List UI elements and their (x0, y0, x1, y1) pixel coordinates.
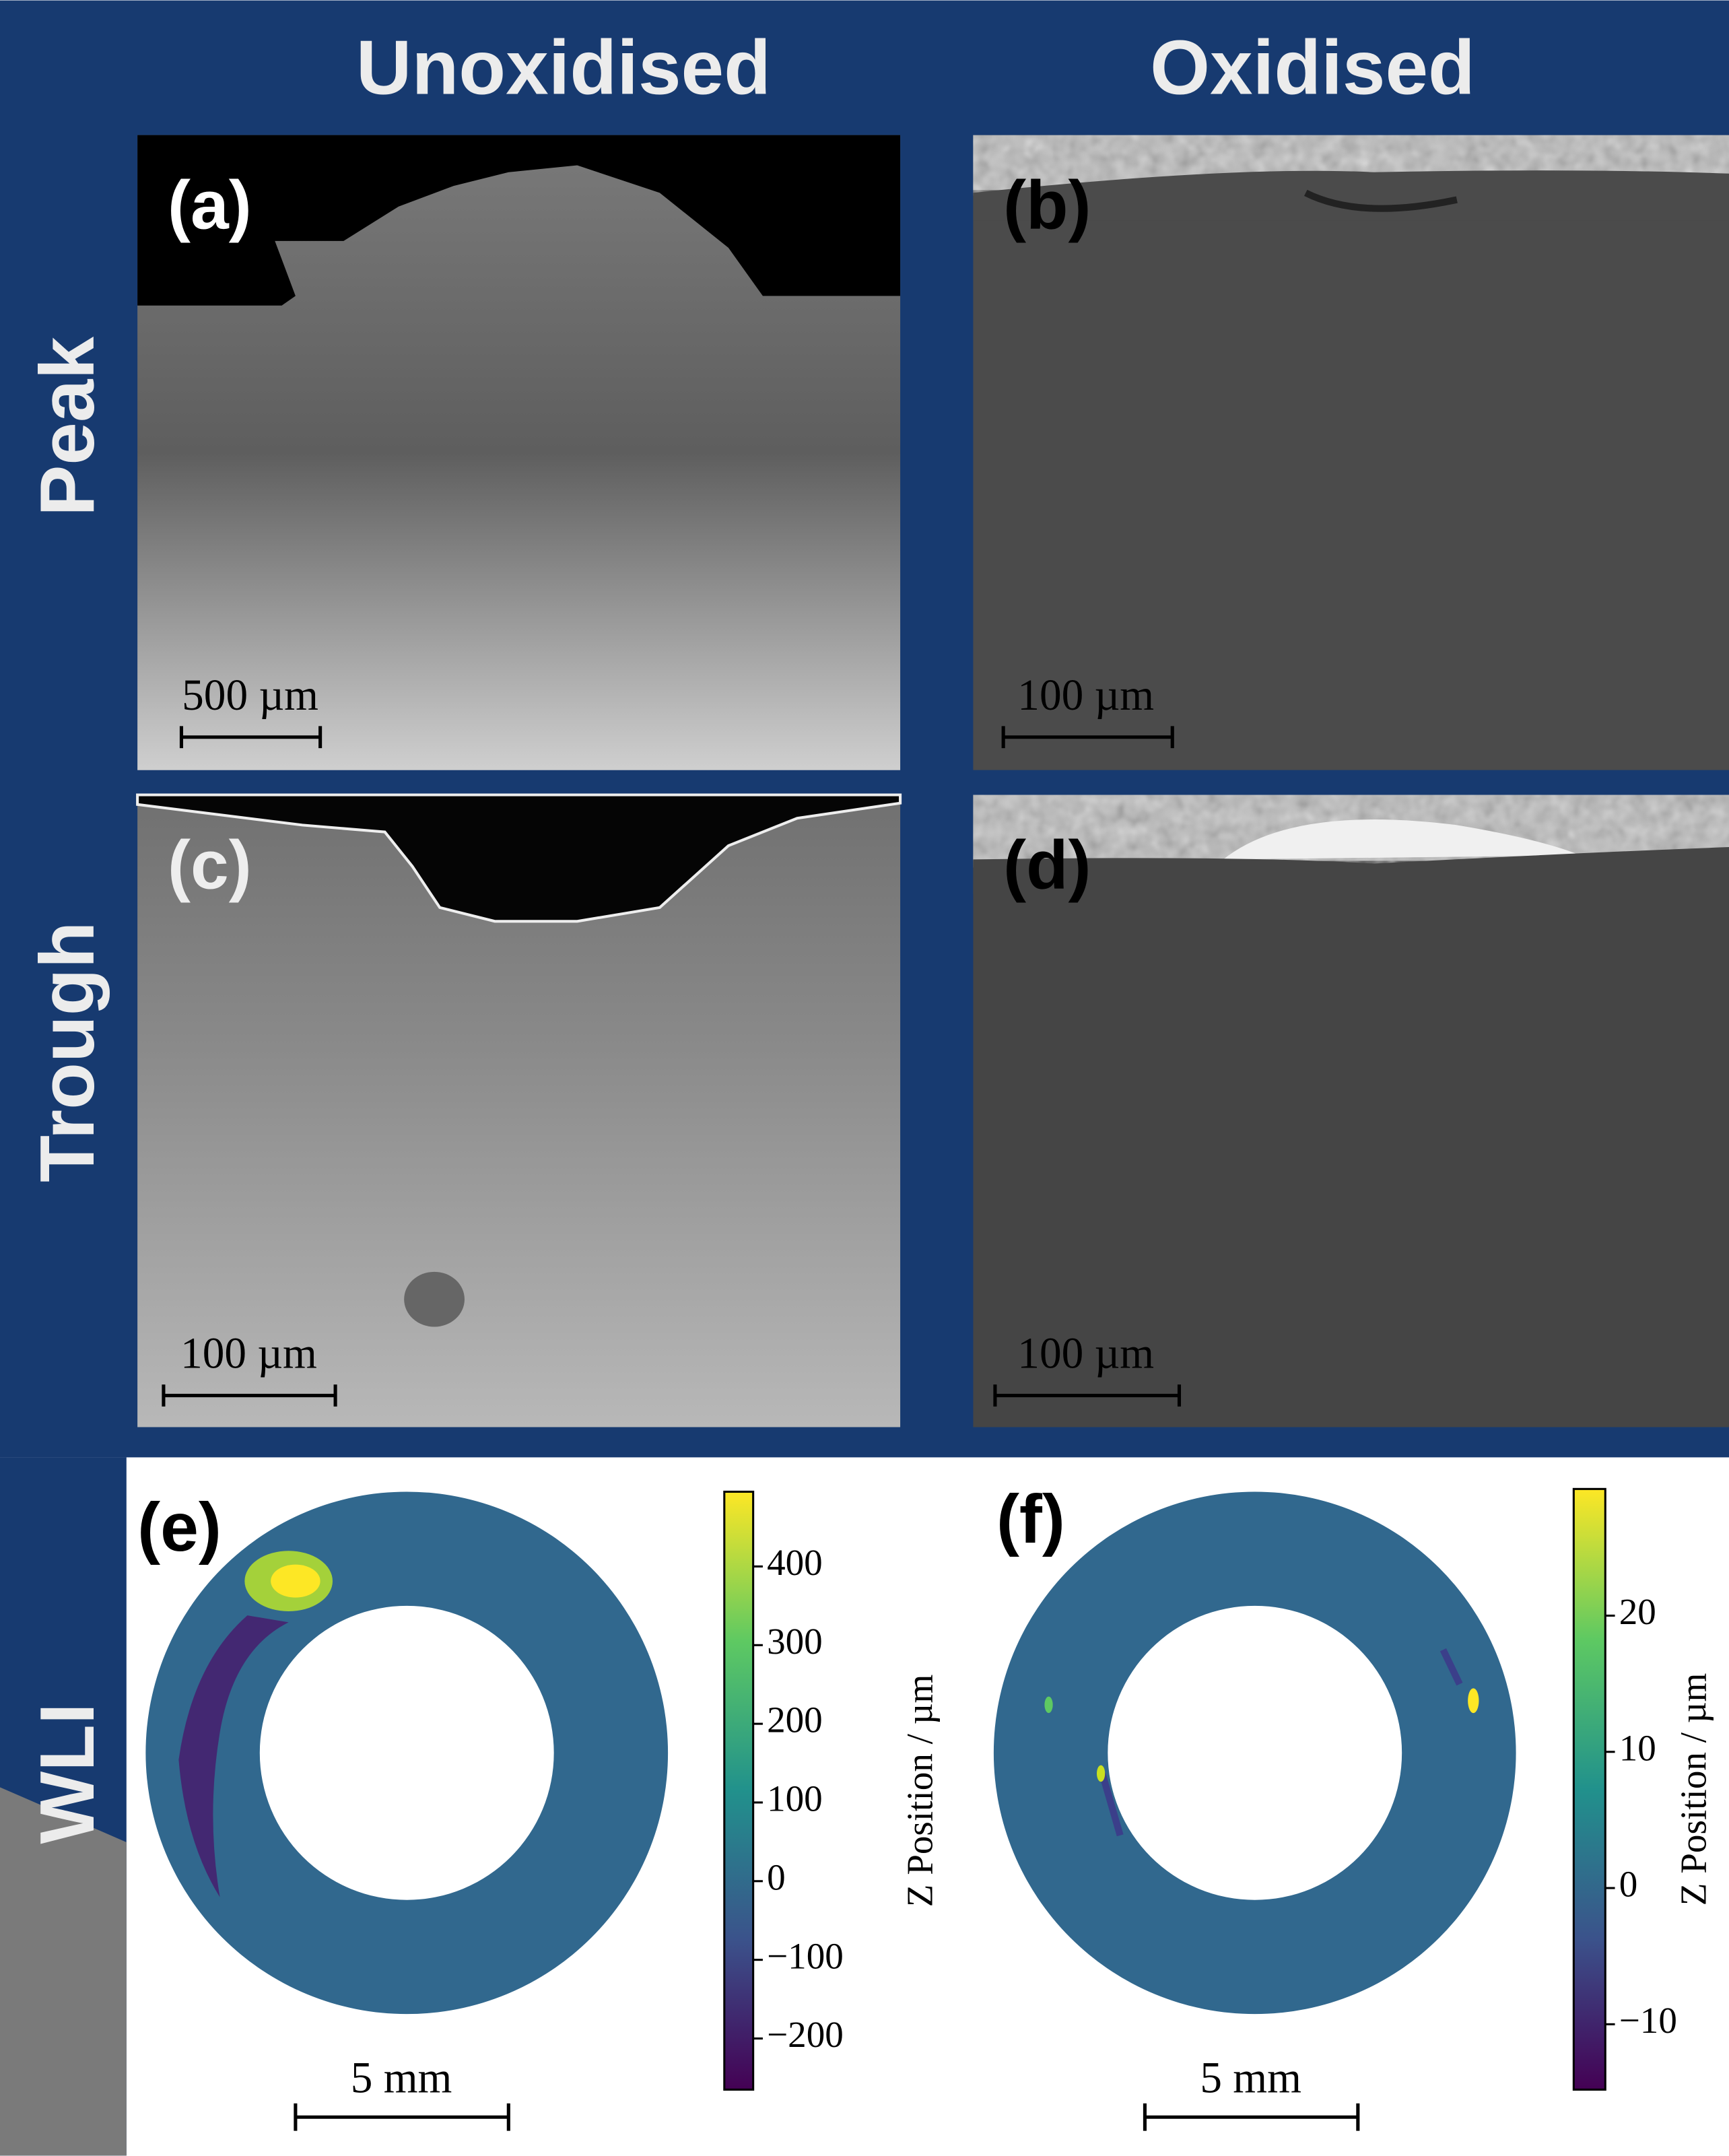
scale-bar-label: 5 mm (1200, 2054, 1301, 2103)
colorbar (724, 1491, 753, 2089)
wli-map (994, 1491, 1516, 2014)
panel-label: (c) (168, 826, 252, 903)
figure: Unoxidised Oxidised Peak Trough WLI (a) … (0, 0, 1729, 2156)
column-header: Unoxidised (356, 25, 771, 110)
colorbar-tick-label: 200 (767, 1699, 823, 1741)
colorbar-tick-label: 400 (767, 1542, 823, 1583)
colorbar-label: Z Position / µm (899, 1675, 940, 1908)
row-header: Trough (25, 922, 110, 1182)
colorbar-tick-label: 0 (1619, 1864, 1638, 1905)
scale-bar (1145, 2103, 1357, 2131)
colorbar-tick-label: 0 (767, 1856, 786, 1897)
colorbar-tick-label: 10 (1619, 1727, 1656, 1768)
panel-label: (f) (996, 1481, 1065, 1557)
colorbar-label: Z Position / µm (1673, 1673, 1714, 1906)
scale-bar-label: 5 mm (351, 2054, 452, 2103)
colorbar-tick-label: 100 (767, 1778, 823, 1819)
scale-bar-label: 100 µm (1017, 671, 1154, 720)
scale-bar (296, 2103, 508, 2131)
row-header: WLI (25, 1703, 110, 1844)
scale-bar-label: 100 µm (1017, 1330, 1154, 1378)
scale-bar-label: 500 µm (182, 671, 318, 720)
colorbar-tick-label: 300 (767, 1621, 823, 1662)
column-header: Oxidised (1150, 25, 1475, 110)
colorbar-tick-label: −100 (767, 1935, 844, 1976)
scale-bar-label: 100 µm (180, 1330, 317, 1378)
wli-map (145, 1491, 668, 2014)
colorbar-tick-label: 20 (1619, 1591, 1656, 1632)
page: {"header": {"columns": ["Unoxidised", "O… (0, 0, 1729, 2156)
panel-label: (b) (1003, 166, 1091, 243)
colorbar-tick-label: −200 (767, 2014, 844, 2055)
colorbar-tick-label: −10 (1619, 2000, 1677, 2041)
row-header: Peak (25, 337, 110, 516)
panel-label: (e) (137, 1489, 222, 1565)
colorbar (1573, 1489, 1605, 2089)
panel-label: (d) (1003, 826, 1091, 903)
panel-label: (a) (168, 166, 252, 243)
